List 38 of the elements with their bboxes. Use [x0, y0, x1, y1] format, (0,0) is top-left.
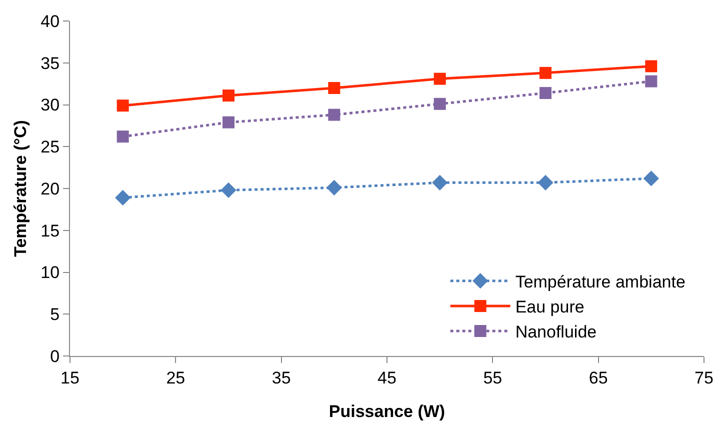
- y-tick-label: 0: [50, 346, 60, 366]
- legend-label: Nanofluide: [515, 322, 597, 342]
- x-tick-label: 65: [588, 368, 608, 388]
- point: [328, 108, 340, 121]
- point: [222, 116, 234, 128]
- x-axis-title: Puissance (W): [328, 402, 446, 421]
- y-axis-title: Température (°C): [11, 120, 30, 257]
- point: [115, 190, 131, 206]
- y-tick-label: 5: [50, 305, 60, 324]
- y-tick-label: 35: [40, 54, 60, 73]
- point: [434, 98, 446, 110]
- point: [434, 72, 446, 85]
- point: [645, 60, 658, 72]
- point: [222, 90, 234, 102]
- y-tick-label: 30: [40, 96, 60, 115]
- point: [116, 100, 129, 112]
- point: [540, 66, 552, 79]
- x-tick-label: 75: [694, 368, 714, 388]
- y-tick-label: 20: [40, 179, 60, 198]
- point: [540, 87, 552, 100]
- y-tick-label: 40: [40, 12, 60, 31]
- point: [220, 182, 236, 198]
- x-tick-label: 25: [166, 368, 186, 388]
- legend-label: Eau pure: [515, 298, 584, 317]
- x-tick-label: 35: [272, 368, 291, 388]
- point: [643, 170, 659, 186]
- point: [645, 75, 658, 88]
- legend-label: Température ambiante: [515, 272, 686, 292]
- point: [538, 174, 554, 190]
- x-tick-label: 45: [378, 368, 396, 388]
- y-tick-label: 10: [40, 263, 60, 282]
- point: [328, 82, 340, 94]
- y-tick-label: 15: [40, 221, 60, 240]
- x-tick-label: 55: [483, 368, 502, 388]
- y-tick-label: 25: [40, 138, 60, 157]
- point: [326, 180, 342, 196]
- point: [432, 174, 448, 190]
- point: [116, 130, 129, 143]
